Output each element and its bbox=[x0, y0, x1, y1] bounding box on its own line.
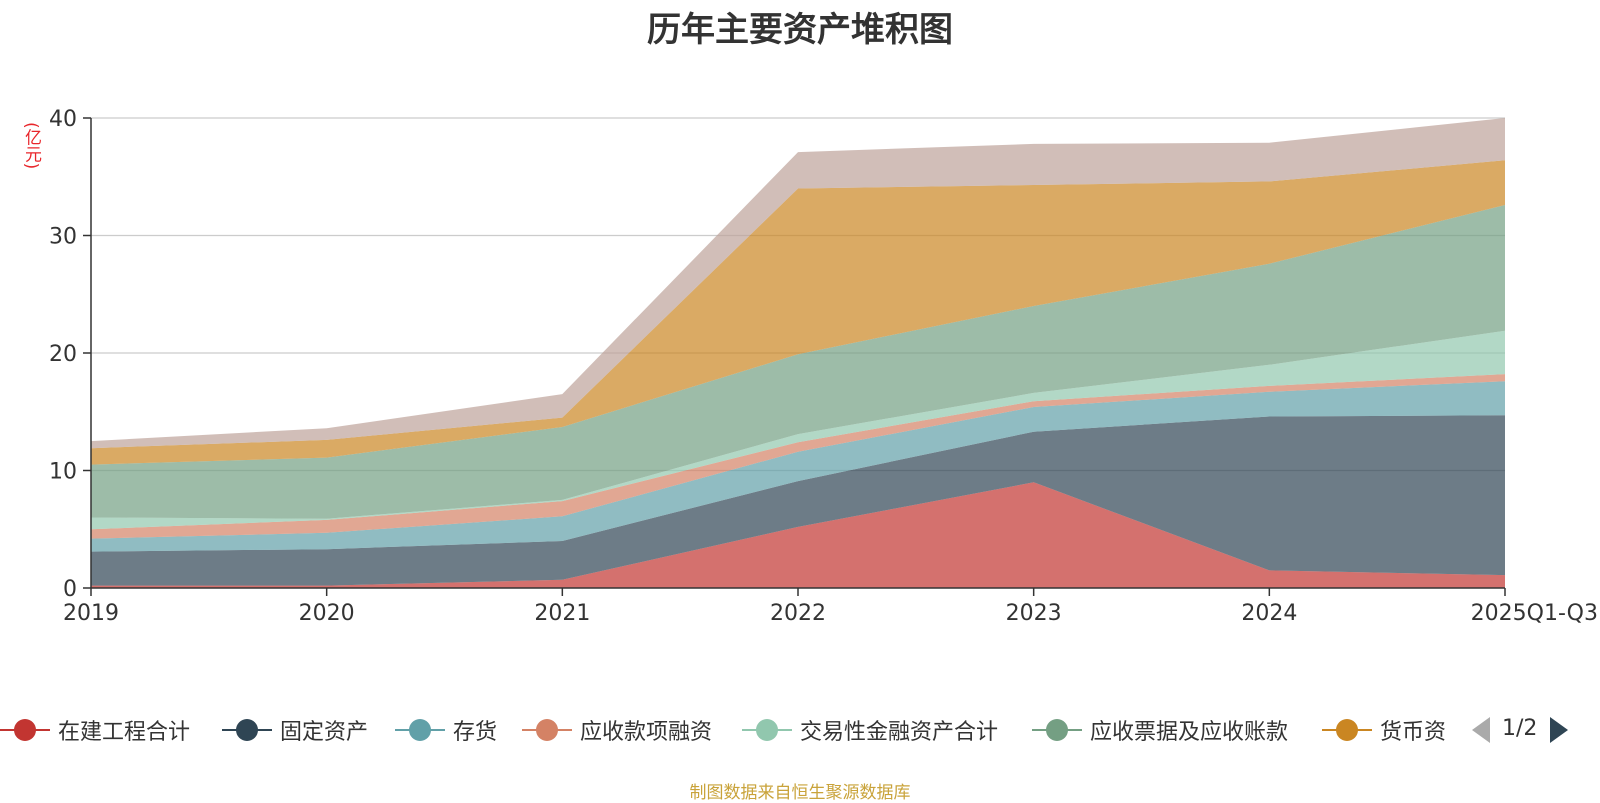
x-tick-label-4: 2022 bbox=[770, 601, 826, 626]
x-tick-label-7: 2025Q1-Q3 bbox=[1471, 601, 1598, 626]
source-note: 制图数据来自恒生聚源数据库 bbox=[689, 783, 911, 803]
area-series-3 bbox=[91, 381, 1505, 552]
area-series-6 bbox=[91, 205, 1505, 519]
tick-labels: 0 10 20 30 40 2019 2020 2021 2022 2023 2024 2025Q1-… bbox=[49, 107, 1598, 626]
legend-item-2[interactable]: 固定资产 bbox=[222, 712, 368, 748]
legend-marker-icon bbox=[742, 718, 792, 742]
legend-next-page-icon[interactable] bbox=[1550, 717, 1568, 743]
area-series-8 bbox=[91, 118, 1505, 449]
legend-marker-icon bbox=[1322, 718, 1372, 742]
area-series-5 bbox=[91, 330, 1505, 530]
legend-label: 货币资 bbox=[1380, 720, 1447, 745]
x-tick-label-5: 2023 bbox=[1006, 601, 1062, 626]
legend-prev-page-icon[interactable] bbox=[1472, 717, 1490, 743]
legend-item-3[interactable]: 存货 bbox=[395, 712, 497, 748]
legend-item-6[interactable]: 应收票据及应收账款 bbox=[1032, 712, 1288, 748]
legend-item-1[interactable]: 在建工程合计 bbox=[0, 712, 190, 748]
legend-item-5[interactable]: 交易性金融资产合计 bbox=[742, 712, 998, 748]
y-tick-label-20: 20 bbox=[49, 342, 77, 367]
y-tick-label-40: 40 bbox=[49, 107, 77, 132]
y-axis-unit-label: (亿元) bbox=[21, 122, 41, 170]
legend-marker-icon bbox=[1032, 718, 1082, 742]
legend-item-4[interactable]: 应收款项融资 bbox=[522, 712, 712, 748]
x-tick-label-2: 2020 bbox=[299, 601, 355, 626]
chart-title: 历年主要资产堆积图 bbox=[647, 10, 953, 50]
legend-label: 交易性金融资产合计 bbox=[800, 720, 999, 745]
y-tick-label-30: 30 bbox=[49, 225, 77, 250]
area-series-layer bbox=[91, 118, 1505, 588]
axes bbox=[83, 117, 1506, 596]
area-series-1 bbox=[91, 482, 1505, 588]
y-tick-label-0: 0 bbox=[63, 577, 77, 602]
legend-marker-icon bbox=[0, 718, 50, 742]
x-tick-label-3: 2021 bbox=[534, 601, 590, 626]
legend-label: 应收款项融资 bbox=[580, 720, 713, 745]
legend-items: 在建工程合计 固定资产 存货 应收款项融资 交易性金融资产合计 应收票据及应收账款 货币资 bbox=[0, 712, 1470, 748]
y-tick-label-10: 10 bbox=[49, 460, 77, 485]
legend-marker-icon bbox=[395, 718, 445, 742]
area-series-7 bbox=[91, 160, 1505, 465]
x-tick-label-6: 2024 bbox=[1241, 601, 1297, 626]
legend-label: 存货 bbox=[453, 720, 498, 745]
legend-page-indicator: 1/2 bbox=[1502, 716, 1538, 741]
legend: 在建工程合计 固定资产 存货 应收款项融资 交易性金融资产合计 应收票据及应收账款 货币资 … bbox=[0, 712, 1600, 748]
legend-label: 应收票据及应收账款 bbox=[1090, 720, 1289, 745]
legend-label: 在建工程合计 bbox=[58, 720, 191, 745]
legend-item-7[interactable]: 货币资 bbox=[1322, 712, 1446, 748]
legend-pager: 1/2 bbox=[1470, 712, 1600, 748]
area-series-2 bbox=[91, 415, 1505, 586]
legend-label: 固定资产 bbox=[280, 720, 369, 745]
legend-marker-icon bbox=[222, 718, 272, 742]
legend-marker-icon bbox=[522, 718, 572, 742]
x-tick-label-1: 2019 bbox=[63, 601, 119, 626]
